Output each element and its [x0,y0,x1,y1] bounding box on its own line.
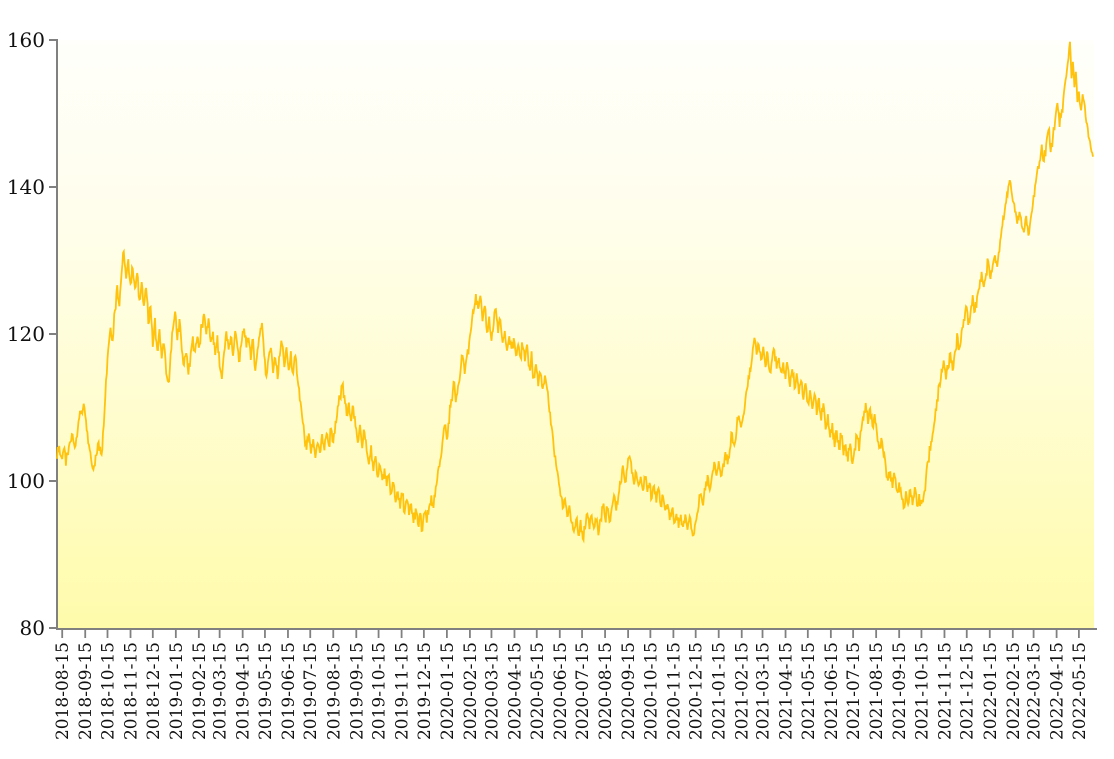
x-tick-label: 2019-10-15 [370,642,390,740]
x-tick-label: 2022-04-15 [1048,642,1068,740]
x-tick-label: 2020-08-15 [596,642,616,740]
x-tick-label: 2021-05-15 [799,642,819,740]
x-tick-label: 2019-03-15 [211,642,231,740]
x-tick-label: 2021-11-15 [935,642,955,740]
y-tick-label: 120 [7,322,45,346]
x-tick-label: 2019-07-15 [301,642,321,740]
x-tick-label: 2019-11-15 [393,642,413,740]
x-tick-label: 2022-01-15 [981,642,1001,740]
y-tick-label: 100 [7,469,45,493]
x-tick-label: 2020-03-15 [482,642,502,740]
x-tick-label: 2018-10-15 [99,642,119,740]
x-tick-label: 2018-11-15 [122,642,142,740]
x-tick-label: 2020-07-15 [573,642,593,740]
x-tick-label: 2020-11-15 [664,642,684,740]
x-tick-label: 2019-01-15 [167,642,187,740]
x-tick-label: 2021-09-15 [890,642,910,740]
x-tick-label: 2021-06-15 [822,642,842,740]
x-tick-label: 2021-07-15 [844,642,864,740]
x-tick-label: 2020-09-15 [619,642,639,740]
x-tick-label: 2021-04-15 [777,642,797,740]
x-tick-label: 2019-06-15 [279,642,299,740]
x-tick-label: 2022-02-15 [1004,642,1024,740]
y-tick-label: 80 [20,616,45,640]
x-tick-label: 2019-09-15 [347,642,367,740]
x-tick-label: 2020-05-15 [528,642,548,740]
x-tick-label: 2018-08-15 [53,642,73,740]
x-tick-label: 2020-04-15 [505,642,525,740]
x-tick-label: 2019-08-15 [324,642,344,740]
x-tick-label: 2020-01-15 [438,642,458,740]
x-tick-label: 2018-09-15 [76,642,96,740]
x-tick-label: 2019-04-15 [234,642,254,740]
x-tick-label: 2019-02-15 [190,642,210,740]
x-tick-label: 2018-12-15 [144,642,164,740]
x-tick-label: 2019-05-15 [256,642,276,740]
x-tick-label: 2021-08-15 [867,642,887,740]
x-tick-label: 2021-12-15 [958,642,978,740]
x-tick-label: 2021-01-15 [710,642,730,740]
x-tick-label: 2019-12-15 [415,642,435,740]
plot-background [58,40,1094,628]
x-tick-label: 2021-02-15 [733,642,753,740]
x-tick-label: 2022-05-15 [1070,642,1090,740]
x-tick-label: 2020-12-15 [687,642,707,740]
x-tick-label: 2020-02-15 [461,642,481,740]
x-tick-label: 2022-03-15 [1025,642,1045,740]
x-tick-label: 2020-06-15 [551,642,571,740]
x-tick-label: 2020-10-15 [641,642,661,740]
y-tick-label: 160 [7,28,45,52]
y-tick-label: 140 [7,175,45,199]
x-tick-label: 2021-10-15 [912,642,932,740]
x-tick-label: 2021-03-15 [754,642,774,740]
price-series-line [56,41,1094,544]
